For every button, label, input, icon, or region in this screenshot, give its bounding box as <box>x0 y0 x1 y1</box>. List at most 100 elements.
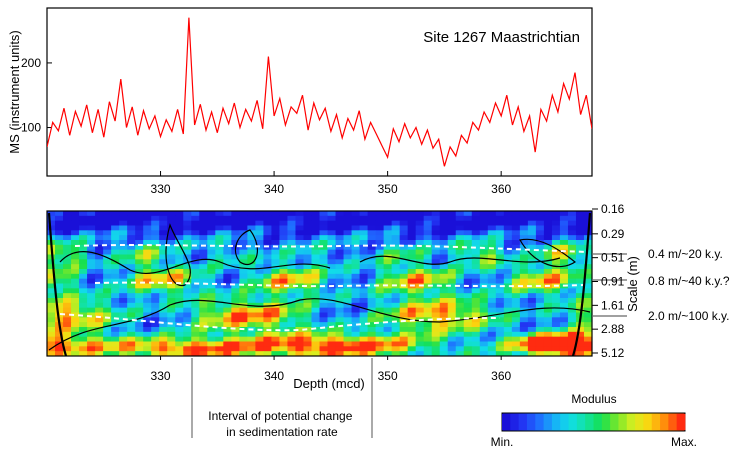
heatmap-cell <box>351 288 361 294</box>
heatmap-cell <box>551 230 561 236</box>
heatmap-cell <box>479 293 489 299</box>
heatmap-cell <box>487 351 497 356</box>
heatmap-cell <box>383 331 393 338</box>
heatmap-cell <box>471 259 481 265</box>
heatmap-cell <box>135 302 144 309</box>
heatmap-cell <box>559 293 569 299</box>
heatmap-cell <box>407 240 417 246</box>
heatmap-cell <box>167 273 176 280</box>
heatmap-cell <box>175 351 184 356</box>
heatmap-cell <box>407 298 417 304</box>
heatmap-cell <box>95 215 104 222</box>
heatmap-cell <box>71 346 80 352</box>
heatmap-cell <box>295 225 304 231</box>
heatmap-cell <box>471 336 481 342</box>
heatmap-cell <box>327 317 337 323</box>
heatmap-cell <box>71 240 80 246</box>
heatmap-cell <box>295 322 304 328</box>
heatmap-cell <box>247 317 256 323</box>
heatmap-cell <box>71 230 80 236</box>
heatmap-cell <box>295 269 304 275</box>
heatmap-cell <box>263 273 272 280</box>
heatmap-cell <box>575 264 585 270</box>
heatmap-cell <box>359 298 369 304</box>
heatmap-cell <box>447 249 457 255</box>
heatmap-cell <box>439 341 449 347</box>
heatmap-cell <box>223 264 232 270</box>
heatmap-cell <box>431 293 441 299</box>
heatmap-cell <box>79 336 88 342</box>
heatmap-cell <box>191 283 200 289</box>
heatmap-cell <box>423 312 433 318</box>
heatmap-cell <box>511 244 521 251</box>
heatmap-cell <box>527 341 537 347</box>
heatmap-cell <box>367 302 377 309</box>
colorbar-min-label: Min. <box>491 435 514 449</box>
heatmap-cell <box>391 269 401 275</box>
heatmap-cell <box>535 351 545 356</box>
heatmap-cell <box>423 240 433 246</box>
heatmap-cell <box>111 220 120 226</box>
heatmap-cell <box>119 283 128 289</box>
heatmap-cell <box>527 322 537 328</box>
heatmap-cell <box>239 225 248 231</box>
heatmap-cell <box>71 293 80 299</box>
heatmap-cell <box>143 298 152 304</box>
heatmap-cell <box>135 264 144 270</box>
heatmap-cell <box>391 278 401 284</box>
wavelet-heatmap <box>47 211 592 356</box>
heatmap-cell <box>559 346 569 352</box>
heatmap-cell <box>439 322 449 328</box>
heatmap-cell <box>231 317 240 323</box>
heatmap-cell <box>471 244 481 251</box>
heatmap-cell <box>511 240 521 246</box>
heatmap-cell <box>495 254 505 260</box>
heatmap-cell <box>159 307 168 313</box>
heatmap-cell <box>559 336 569 342</box>
heatmap-cell <box>55 346 64 352</box>
heatmap-cell <box>583 322 592 328</box>
heatmap-cell <box>519 317 529 323</box>
heatmap-cell <box>495 220 505 226</box>
heatmap-cell <box>63 293 72 299</box>
heatmap-cell <box>471 351 481 356</box>
heatmap-cell <box>71 215 80 222</box>
heatmap-cell <box>335 273 345 280</box>
heatmap-cell <box>143 288 152 294</box>
heatmap-cell <box>503 298 513 304</box>
heatmap-cell <box>247 346 256 352</box>
heatmap-cell <box>223 312 232 318</box>
heatmap-cell <box>519 273 529 280</box>
heatmap-cell <box>207 215 216 222</box>
heatmap-cell <box>143 336 152 342</box>
heatmap-cell <box>487 249 497 255</box>
heatmap-cell <box>175 327 184 333</box>
heatmap-cell <box>223 249 232 255</box>
heatmap-cell <box>135 331 144 338</box>
heatmap-cell <box>447 322 457 328</box>
heatmap-cell <box>543 351 553 356</box>
heatmap-cell <box>343 351 353 356</box>
heatmap-cell <box>351 331 361 338</box>
heatmap-cell <box>87 298 96 304</box>
heatmap-cell <box>391 211 401 217</box>
heatmap-cell <box>303 288 312 294</box>
heatmap-cell <box>295 351 304 356</box>
heatmap-cell <box>335 298 345 304</box>
heatmap-cell <box>127 249 136 255</box>
heatmap-cell <box>415 244 425 251</box>
heatmap-cell <box>311 293 320 299</box>
heatmap-cell <box>287 249 296 255</box>
heatmap-cell <box>55 220 64 226</box>
heatmap-cell <box>335 307 345 313</box>
heatmap-cell <box>55 225 64 231</box>
heatmap-cell <box>87 264 96 270</box>
heatmap-cell <box>391 298 401 304</box>
heatmap-cell <box>87 211 96 217</box>
heatmap-cell <box>223 307 232 313</box>
heatmap-cell <box>391 264 401 270</box>
heatmap-cell <box>111 346 120 352</box>
heatmap-cell <box>295 307 304 313</box>
heatmap-cell <box>527 240 537 246</box>
heatmap-cell <box>279 293 288 299</box>
